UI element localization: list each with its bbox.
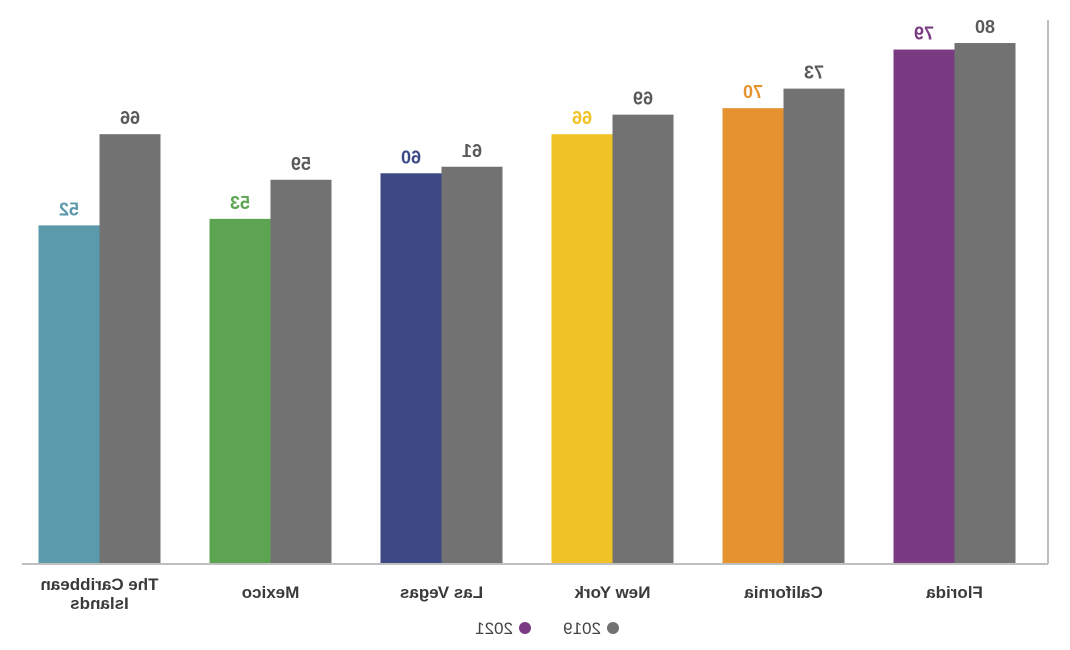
value-label-2021: 70 xyxy=(743,82,763,102)
bar-2021 xyxy=(722,108,784,565)
value-label-2021: 60 xyxy=(401,147,421,167)
legend-marker xyxy=(607,622,619,634)
value-labels-layer: 80 79 73 70 69 66 61 60 59 53 66 52 xyxy=(59,17,995,219)
value-label-2019: 61 xyxy=(462,141,482,161)
bar-2021 xyxy=(380,173,442,564)
value-label-2021: 52 xyxy=(59,199,79,219)
legend-marker xyxy=(519,622,531,634)
bar-2019 xyxy=(783,88,845,565)
bars-layer xyxy=(38,43,1016,565)
value-label-2021: 66 xyxy=(572,108,592,128)
category-label: Islands xyxy=(70,594,129,613)
value-label-2019: 59 xyxy=(291,154,311,174)
bar-2021 xyxy=(893,49,955,565)
category-label: Mexico xyxy=(242,583,300,602)
legend-label: 2019 xyxy=(563,619,601,638)
category-label: Las Vegas xyxy=(400,583,483,602)
category-label: New York xyxy=(574,583,650,602)
bar-2019 xyxy=(954,43,1016,564)
category-label: California xyxy=(744,583,823,602)
value-label-2021: 53 xyxy=(230,193,250,213)
legend-label: 2021 xyxy=(475,619,513,638)
value-label-2019: 73 xyxy=(804,63,824,83)
bar-2019 xyxy=(99,134,161,564)
bar-2019 xyxy=(441,166,503,564)
bar-2019 xyxy=(270,179,332,564)
bar-2019 xyxy=(612,114,674,564)
bar-2021 xyxy=(551,134,613,564)
value-label-2021: 79 xyxy=(914,24,934,44)
category-label: The Caribbean xyxy=(40,575,158,594)
value-label-2019: 66 xyxy=(120,108,140,128)
value-label-2019: 69 xyxy=(633,89,653,109)
bar-2021 xyxy=(209,218,271,565)
bar-2021 xyxy=(38,225,100,565)
legend: 2019 2021 xyxy=(475,619,619,638)
category-labels-layer: Florida California New York Las Vegas Mexico… xyxy=(40,575,982,613)
value-label-2019: 80 xyxy=(975,17,995,37)
category-label: Florida xyxy=(926,583,983,602)
axis-layer xyxy=(22,20,1049,565)
